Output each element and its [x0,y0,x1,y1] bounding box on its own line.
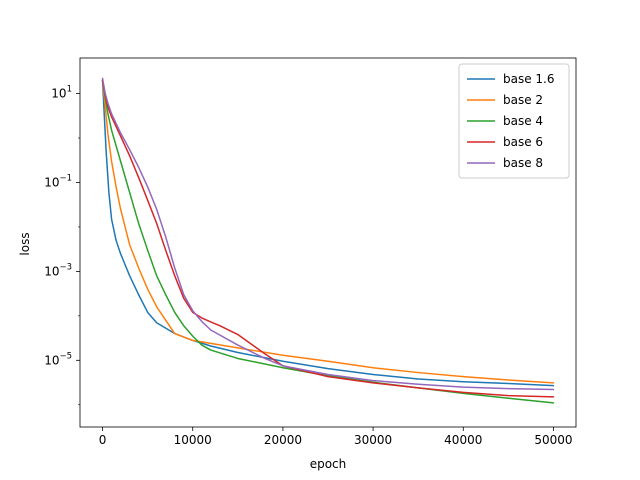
y-tick-label: 10−3 [44,262,72,278]
series-line-1 [101,79,555,387]
y-axis: 101 10−1 10−3 10−5 [44,85,80,406]
y-tick-label: 10−1 [44,173,72,189]
legend-entry: base 8 [503,156,543,170]
series-line-2 [101,79,555,384]
x-tick-label: 10000 [174,433,212,447]
x-axis-label: epoch [310,457,347,471]
y-tick-label: 101 [51,85,72,101]
x-axis: 0 10000 20000 30000 40000 50000 [99,427,573,447]
x-tick-label: 20000 [264,433,302,447]
series-line-4 [101,79,555,398]
x-tick-label: 50000 [534,433,572,447]
x-tick-label: 40000 [444,433,482,447]
legend-entry: base 1.6 [503,72,555,86]
series-lines [101,77,555,404]
legend-entry: base 2 [503,93,543,107]
legend: base 1.6 base 2 base 4 base 6 base 8 [458,63,570,179]
series-line-5 [101,77,555,391]
legend-box [458,63,570,179]
legend-entry: base 6 [503,135,543,149]
x-tick-label: 0 [99,433,107,447]
legend-entry: base 4 [503,114,543,128]
y-axis-label: loss [18,232,32,255]
axes-border [79,57,577,428]
axes-frame [79,57,577,428]
x-tick-label: 30000 [354,433,392,447]
y-tick-label: 10−5 [44,351,72,367]
